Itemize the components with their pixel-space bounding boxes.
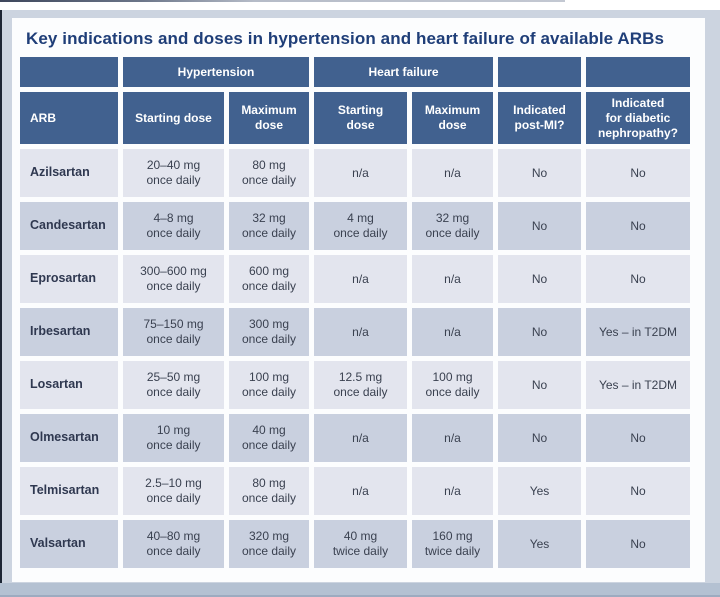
column-header-htn-starting-dose: Starting dose	[123, 92, 224, 144]
page-title: Key indications and doses in hypertensio…	[26, 29, 665, 48]
group-header-empty-nephropathy	[586, 57, 690, 87]
hf-starting-dose: n/a	[314, 149, 407, 197]
htn-starting-dose: 300–600 mg once daily	[123, 255, 224, 303]
table-row-valsartan: Valsartan 40–80 mg once daily 320 mg onc…	[20, 520, 690, 568]
post-mi-indication: No	[498, 361, 581, 409]
hf-starting-dose: n/a	[314, 414, 407, 462]
nephropathy-indication: No	[586, 467, 690, 515]
hf-starting-dose: 40 mg twice daily	[314, 520, 407, 568]
group-header-row: Hypertension Heart failure	[20, 57, 690, 87]
htn-starting-dose: 2.5–10 mg once daily	[123, 467, 224, 515]
column-header-post-mi: Indicated post-MI?	[498, 92, 581, 144]
post-mi-indication: Yes	[498, 467, 581, 515]
htn-maximum-dose: 600 mg once daily	[229, 255, 309, 303]
arb-name: Valsartan	[20, 520, 118, 568]
table-row-telmisartan: Telmisartan 2.5–10 mg once daily 80 mg o…	[20, 467, 690, 515]
arb-name: Candesartan	[20, 202, 118, 250]
group-header-heart-failure: Heart failure	[314, 57, 493, 87]
arb-name: Telmisartan	[20, 467, 118, 515]
group-header-empty-postmi	[498, 57, 581, 87]
post-mi-indication: Yes	[498, 520, 581, 568]
left-border-artifact	[0, 10, 2, 597]
htn-maximum-dose: 300 mg once daily	[229, 308, 309, 356]
column-header-hf-maximum-dose: Maximum dose	[412, 92, 493, 144]
arb-name: Losartan	[20, 361, 118, 409]
hf-maximum-dose: n/a	[412, 414, 493, 462]
htn-maximum-dose: 100 mg once daily	[229, 361, 309, 409]
column-header-row: ARB Starting dose Maximum dose Starting …	[20, 92, 690, 144]
post-mi-indication: No	[498, 414, 581, 462]
arb-name: Azilsartan	[20, 149, 118, 197]
arb-name: Olmesartan	[20, 414, 118, 462]
nephropathy-indication: Yes – in T2DM	[586, 361, 690, 409]
nephropathy-indication: No	[586, 202, 690, 250]
htn-starting-dose: 4–8 mg once daily	[123, 202, 224, 250]
table-card: Key indications and doses in hypertensio…	[12, 18, 705, 582]
htn-starting-dose: 75–150 mg once daily	[123, 308, 224, 356]
hf-starting-dose: n/a	[314, 467, 407, 515]
hf-maximum-dose: n/a	[412, 255, 493, 303]
table-row-candesartan: Candesartan 4–8 mg once daily 32 mg once…	[20, 202, 690, 250]
table-row-eprosartan: Eprosartan 300–600 mg once daily 600 mg …	[20, 255, 690, 303]
hf-maximum-dose: n/a	[412, 308, 493, 356]
htn-maximum-dose: 40 mg once daily	[229, 414, 309, 462]
arb-name: Irbesartan	[20, 308, 118, 356]
column-header-hf-starting-dose: Starting dose	[314, 92, 407, 144]
nephropathy-indication: Yes – in T2DM	[586, 308, 690, 356]
hf-starting-dose: n/a	[314, 255, 407, 303]
arb-name: Eprosartan	[20, 255, 118, 303]
post-mi-indication: No	[498, 308, 581, 356]
hf-maximum-dose: 32 mg once daily	[412, 202, 493, 250]
htn-maximum-dose: 80 mg once daily	[229, 467, 309, 515]
nephropathy-indication: No	[586, 414, 690, 462]
post-mi-indication: No	[498, 202, 581, 250]
table-row-losartan: Losartan 25–50 mg once daily 100 mg once…	[20, 361, 690, 409]
hf-starting-dose: 12.5 mg once daily	[314, 361, 407, 409]
htn-starting-dose: 10 mg once daily	[123, 414, 224, 462]
group-header-hypertension: Hypertension	[123, 57, 309, 87]
hf-maximum-dose: 160 mg twice daily	[412, 520, 493, 568]
htn-starting-dose: 40–80 mg once daily	[123, 520, 224, 568]
column-header-arb: ARB	[20, 92, 118, 144]
arb-doses-table: Hypertension Heart failure ARB Starting …	[15, 52, 695, 573]
post-mi-indication: No	[498, 149, 581, 197]
top-border-artifact	[0, 0, 565, 2]
bottom-page-bar	[0, 583, 720, 597]
column-header-diabetic-nephropathy: Indicated for diabetic nephropathy?	[586, 92, 690, 144]
table-row-olmesartan: Olmesartan 10 mg once daily 40 mg once d…	[20, 414, 690, 462]
table-row-azilsartan: Azilsartan 20–40 mg once daily 80 mg onc…	[20, 149, 690, 197]
hf-starting-dose: 4 mg once daily	[314, 202, 407, 250]
nephropathy-indication: No	[586, 520, 690, 568]
hf-maximum-dose: n/a	[412, 467, 493, 515]
table-row-irbesartan: Irbesartan 75–150 mg once daily 300 mg o…	[20, 308, 690, 356]
htn-maximum-dose: 320 mg once daily	[229, 520, 309, 568]
hf-starting-dose: n/a	[314, 308, 407, 356]
hf-maximum-dose: 100 mg once daily	[412, 361, 493, 409]
nephropathy-indication: No	[586, 149, 690, 197]
group-header-empty-arb	[20, 57, 118, 87]
nephropathy-indication: No	[586, 255, 690, 303]
htn-starting-dose: 25–50 mg once daily	[123, 361, 224, 409]
htn-maximum-dose: 32 mg once daily	[229, 202, 309, 250]
htn-maximum-dose: 80 mg once daily	[229, 149, 309, 197]
hf-maximum-dose: n/a	[412, 149, 493, 197]
column-header-htn-maximum-dose: Maximum dose	[229, 92, 309, 144]
post-mi-indication: No	[498, 255, 581, 303]
htn-starting-dose: 20–40 mg once daily	[123, 149, 224, 197]
